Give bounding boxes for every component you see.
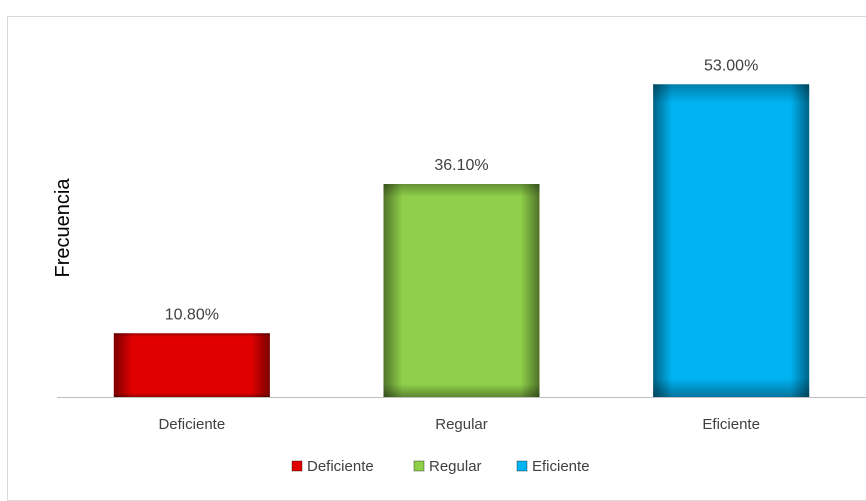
category-label-deficiente: Deficiente [158,416,225,433]
value-label-regular: 36.10% [434,157,488,174]
value-label-eficiente: 53.00% [704,57,758,74]
bar-regular-shade-v [383,184,540,397]
legend-label-regular: Regular [429,458,482,475]
legend-item-eficiente: Eficiente [516,458,590,475]
category-labels-group: Deficiente Regular Eficiente [158,416,759,433]
bar-deficiente-shade-v [113,333,270,397]
value-labels-group: 10.80% 36.10% 53.00% [165,57,759,323]
legend-item-regular: Regular [413,458,482,475]
bar-eficiente-shade-v [653,84,810,398]
bar-eficiente [653,84,810,398]
legend-label-deficiente: Deficiente [307,458,374,475]
legend-label-eficiente: Eficiente [532,458,590,475]
legend-swatch-deficiente [291,460,303,472]
y-axis-label: Frecuencia [52,178,74,278]
bar-regular [383,184,540,397]
legend-swatch-eficiente [516,460,528,472]
bar-deficiente [113,333,270,397]
category-label-eficiente: Eficiente [702,416,760,433]
legend-swatch-regular [413,460,425,472]
legend: Deficiente Regular Eficiente [291,458,590,475]
bars-group [113,84,810,398]
category-label-regular: Regular [435,416,488,433]
value-label-deficiente: 10.80% [165,306,219,323]
legend-item-deficiente: Deficiente [291,458,374,475]
